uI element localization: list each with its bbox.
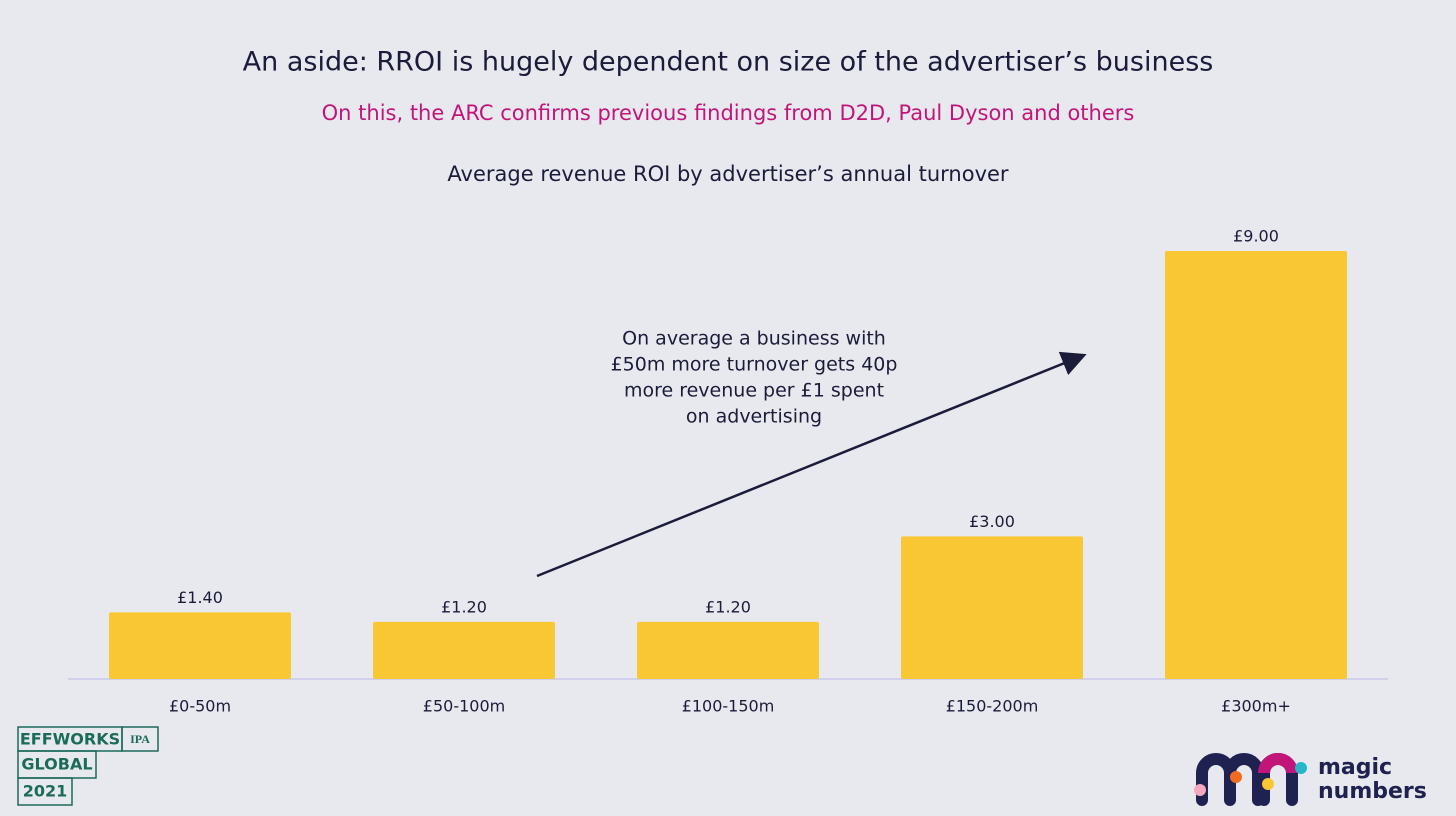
logo-text: GLOBAL [21,755,92,774]
value-label: £1.40 [177,588,223,607]
chart-title: Average revenue ROI by advertiser’s annu… [447,162,1009,186]
x-tick-label: £0-50m [169,697,231,716]
bar [373,621,555,679]
logo-text: 2021 [23,782,68,801]
bar [1165,251,1347,679]
value-label: £1.20 [441,597,487,616]
logo-text: magic [1318,755,1392,780]
bar [901,536,1083,679]
logo-text: IPA [130,732,150,746]
logo-box [121,726,159,752]
logo-dot [1295,762,1307,774]
value-label: £1.20 [705,597,751,616]
logo-box [17,777,73,806]
annotation: on advertising [686,406,822,428]
logo-mark [1258,753,1298,774]
x-tick-label: £100-150m [682,697,775,716]
x-tick-label: £50-100m [423,697,505,716]
effworks-logo: EFFWORKS IPA GLOBAL 2021 [17,726,159,806]
x-tick-label: £150-200m [946,697,1039,716]
trend-arrow [536,351,1087,578]
logo-dot [1262,778,1274,790]
x-tick-label: £300m+ [1221,697,1291,716]
annotation: more revenue per £1 spent [624,380,884,402]
bar [109,612,291,679]
value-label: £9.00 [1233,227,1279,246]
magic-numbers-logo: magic numbers [1194,753,1427,806]
value-label: £3.00 [969,512,1015,531]
logo-text: EFFWORKS [20,730,120,749]
logo-dot [1194,784,1206,796]
title: An aside: RROI is hugely dependent on si… [243,47,1214,78]
annotation: £50m more turnover gets 40p [611,354,898,376]
annotation: On average a business with [622,328,886,350]
logo-text: numbers [1318,779,1427,804]
bar [637,621,819,679]
logo-dot [1230,771,1242,783]
subtitle: On this, the ARC confirms previous findi… [322,101,1135,125]
